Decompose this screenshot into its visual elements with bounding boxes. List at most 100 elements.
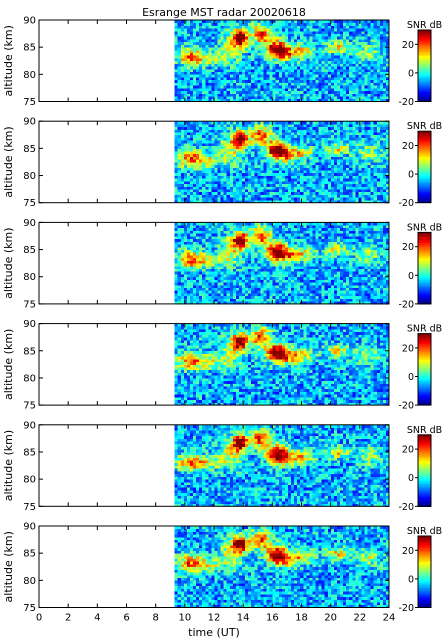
heatmap-cell — [260, 25, 264, 29]
heatmap-cell — [257, 161, 261, 166]
heatmap-cell — [220, 238, 225, 242]
heatmap-cell — [275, 186, 280, 190]
heatmap-cell — [214, 55, 218, 59]
heatmap-cell — [196, 271, 200, 275]
heatmap-cell — [379, 132, 384, 136]
heatmap-cell — [211, 156, 215, 160]
heatmap-cell — [183, 140, 188, 144]
heatmap-cell — [180, 189, 185, 193]
heatmap-cell — [352, 20, 356, 24]
heatmap-cell — [330, 39, 335, 43]
heatmap-cell — [257, 145, 261, 149]
heatmap-cell — [229, 137, 234, 141]
heatmap-cell — [223, 25, 228, 29]
heatmap-cell — [177, 287, 182, 291]
heatmap-cell — [174, 123, 179, 128]
heatmap-cell — [385, 142, 390, 147]
heatmap-cell — [379, 96, 384, 100]
heatmap-cell — [214, 164, 218, 168]
heatmap-cell — [263, 151, 267, 155]
heatmap-cell — [257, 30, 261, 34]
heatmap-cell — [202, 85, 206, 89]
heatmap-cell — [186, 20, 191, 24]
heatmap-cell — [385, 77, 390, 81]
heatmap-cell — [327, 96, 332, 100]
heatmap-cell — [226, 140, 231, 144]
heatmap-cell — [303, 159, 307, 163]
heatmap-cell — [211, 74, 215, 78]
heatmap-cell — [306, 47, 310, 51]
heatmap-cell — [238, 178, 243, 182]
heatmap-cell — [284, 87, 289, 92]
heatmap-cell — [223, 121, 228, 125]
heatmap-cell — [232, 282, 237, 286]
heatmap-cell — [180, 41, 185, 45]
heatmap-cell — [315, 129, 319, 133]
heatmap-cell — [193, 170, 197, 174]
heatmap-cell — [238, 77, 243, 81]
heatmap-cell — [379, 167, 384, 171]
heatmap-cell — [232, 66, 237, 70]
heatmap-cell — [309, 167, 313, 171]
heatmap-cell — [294, 82, 298, 86]
heatmap-cell — [214, 159, 218, 163]
heatmap-cell — [312, 85, 316, 89]
heatmap-cell — [336, 189, 341, 193]
heatmap-cell — [248, 44, 252, 48]
heatmap-cell — [199, 257, 203, 261]
heatmap-cell — [263, 178, 267, 182]
heatmap-cell — [186, 90, 191, 94]
heatmap-cell — [202, 183, 206, 187]
heatmap-cell — [284, 44, 289, 48]
heatmap-cell — [208, 79, 212, 83]
heatmap-cell — [349, 142, 353, 147]
heatmap-cell — [318, 170, 323, 174]
heatmap-cell — [211, 153, 215, 157]
heatmap-cell — [251, 71, 255, 75]
heatmap-cell — [346, 93, 350, 97]
heatmap-cell — [379, 93, 384, 97]
heatmap-cell — [208, 175, 212, 179]
heatmap-cell — [269, 87, 274, 92]
heatmap-cell — [358, 159, 362, 163]
heatmap-cell — [373, 87, 378, 92]
heatmap-cell — [297, 140, 301, 144]
heatmap-cell — [309, 194, 313, 198]
heatmap-cell — [174, 233, 179, 237]
heatmap-cell — [248, 20, 252, 24]
heatmap-cell — [211, 55, 215, 59]
heatmap-cell — [208, 186, 212, 190]
colorbar-segment — [418, 88, 431, 91]
heatmap-cell — [287, 20, 292, 24]
colorbar-segment — [418, 85, 431, 88]
heatmap-cell — [370, 137, 375, 141]
heatmap-cell — [349, 164, 353, 168]
heatmap-cell — [229, 260, 234, 264]
heatmap-cell — [220, 60, 225, 64]
heatmap-cell — [245, 134, 249, 138]
heatmap-cell — [186, 233, 191, 237]
heatmap-cell — [193, 33, 197, 37]
heatmap-cell — [208, 44, 212, 48]
heatmap-cell — [309, 74, 313, 78]
heatmap-cell — [217, 156, 221, 160]
heatmap-cell — [183, 180, 188, 185]
heatmap-cell — [349, 71, 353, 75]
heatmap-cell — [385, 30, 390, 34]
heatmap-cell — [193, 227, 197, 231]
heatmap-cell — [278, 170, 283, 174]
heatmap-cell — [223, 30, 228, 34]
heatmap-cell — [193, 87, 197, 92]
heatmap-cell — [303, 66, 307, 70]
heatmap-cell — [327, 77, 332, 81]
heatmap-cell — [238, 74, 243, 78]
heatmap-cell — [174, 172, 179, 176]
heatmap-cell — [269, 71, 274, 75]
heatmap-cell — [382, 44, 387, 48]
heatmap-cell — [205, 77, 209, 81]
heatmap-cell — [309, 77, 313, 81]
heatmap-cell — [202, 30, 206, 34]
heatmap-cell — [272, 183, 277, 187]
heatmap-cell — [177, 36, 182, 40]
heatmap-cell — [330, 199, 335, 204]
